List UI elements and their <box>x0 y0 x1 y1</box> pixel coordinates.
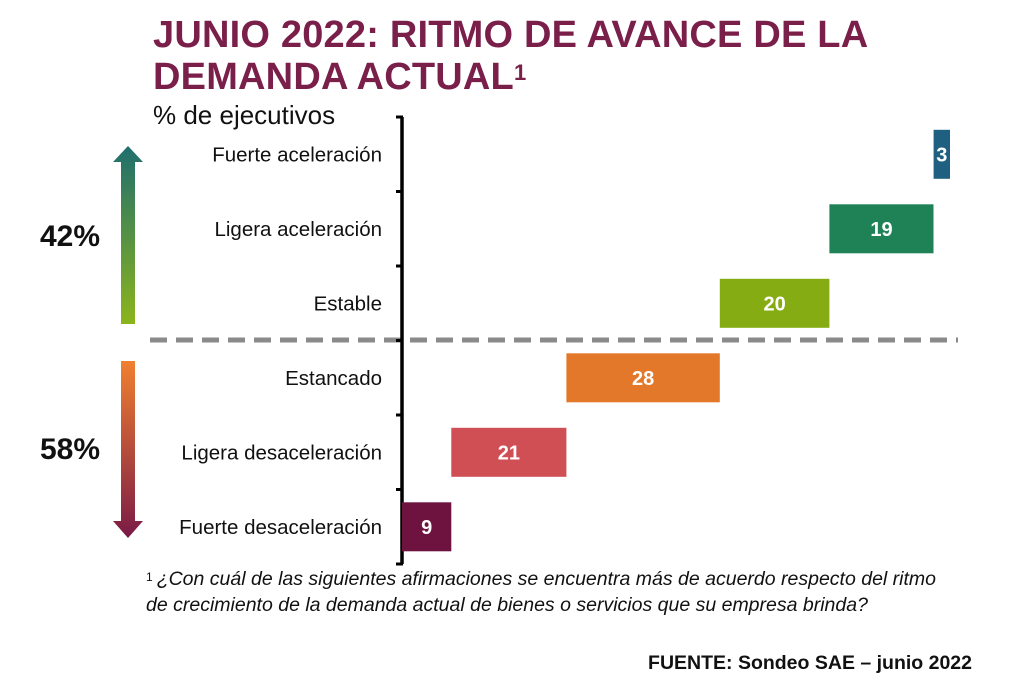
bar-value-label: 3 <box>936 144 947 166</box>
upward-group-arrow <box>113 146 143 324</box>
bar-4 <box>566 353 720 403</box>
bar-value-label: 19 <box>870 219 892 241</box>
bar-6 <box>402 502 452 552</box>
bar-value-label: 28 <box>632 368 654 390</box>
category-label: Fuerte aceleración <box>212 143 382 166</box>
bar-value-label: 20 <box>763 293 785 315</box>
bar-value-label: 21 <box>498 442 520 464</box>
chart-subtitle: % de ejecutivos <box>153 100 336 130</box>
title-footnote-marker: 1 <box>513 60 527 85</box>
category-label: Estancado <box>285 367 382 390</box>
category-label: Ligera desaceleración <box>181 441 382 464</box>
footnote-marker: 1 <box>146 570 153 584</box>
footnote-text: ¿Con cuál de las siguientes afirmaciones… <box>146 568 937 616</box>
lower-group-percentage: 58% <box>40 433 101 466</box>
bar-value-label: 9 <box>421 517 432 539</box>
category-label: Estable <box>314 292 382 315</box>
bar-3 <box>719 278 830 328</box>
footnote: 1 ¿Con cuál de las siguientes afirmacione… <box>146 566 946 618</box>
upper-group-percentage: 42% <box>40 220 101 253</box>
downward-group-arrow <box>113 361 143 538</box>
chart-title: JUNIO 2022: RITMO DE AVANCE DE LA DEMAND… <box>153 14 1013 98</box>
chart-title-text: JUNIO 2022: RITMO DE AVANCE DE LA DEMAND… <box>153 14 867 98</box>
bar-1 <box>933 129 950 179</box>
bar-2 <box>829 204 934 254</box>
category-label: Ligera aceleración <box>214 218 382 241</box>
bar-5 <box>451 427 567 477</box>
category-label: Fuerte desaceleración <box>179 516 382 539</box>
source-note: FUENTE: Sondeo SAE – junio 2022 <box>648 652 972 674</box>
